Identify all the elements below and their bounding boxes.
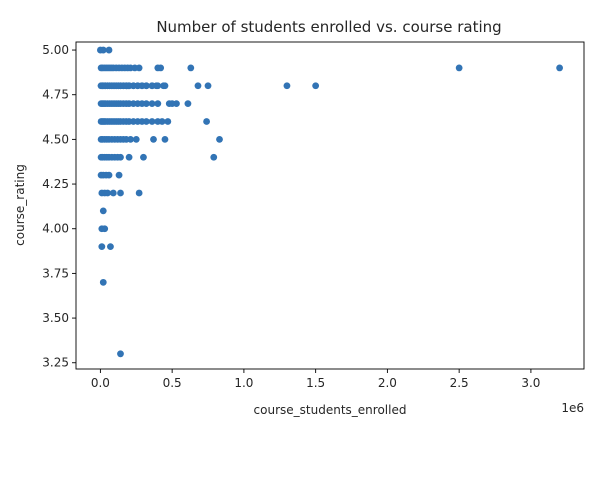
data-point — [154, 100, 162, 108]
x-axis-label: course_students_enrolled — [254, 403, 407, 417]
x-tick-label: 1.5 — [306, 376, 325, 390]
y-tick-label: 4.75 — [42, 88, 69, 102]
x-tick-label: 0.0 — [91, 376, 110, 390]
data-point — [142, 118, 150, 125]
data-point — [117, 153, 124, 161]
data-point — [157, 64, 165, 72]
data-point — [105, 171, 113, 179]
data-point — [115, 171, 123, 179]
data-point — [117, 189, 124, 197]
data-point — [99, 207, 107, 215]
data-point — [148, 118, 156, 125]
data-point — [135, 189, 143, 197]
data-point — [158, 118, 166, 125]
data-point — [142, 100, 150, 108]
data-point — [150, 135, 157, 143]
x-tick-label: 2.0 — [378, 376, 397, 390]
data-point — [125, 153, 133, 161]
x-tick-label: 0.5 — [163, 376, 182, 390]
y-tick-label: 4.50 — [42, 132, 69, 146]
data-points — [97, 46, 563, 358]
data-point — [455, 64, 463, 72]
plot-area-frame — [75, 41, 585, 370]
y-tick-label: 3.50 — [42, 311, 69, 325]
data-point — [105, 46, 113, 54]
data-point — [184, 100, 192, 108]
data-point — [148, 100, 156, 108]
data-point — [140, 153, 147, 161]
data-point — [210, 153, 218, 161]
data-point — [312, 82, 320, 90]
chart-title: Number of students enrolled vs. course r… — [156, 18, 501, 36]
data-point — [127, 135, 134, 143]
y-axis-label: course_rating — [13, 164, 27, 246]
data-point — [132, 135, 140, 143]
y-tick-label: 4.25 — [42, 177, 69, 191]
x-axis-ticks: 0.0 0.5 1.0 1.5 2.0 2.5 3.0 — [91, 369, 540, 390]
data-point — [154, 82, 162, 90]
data-point — [556, 64, 563, 72]
x-axis-offset-label: 1e6 — [561, 401, 584, 415]
data-point — [101, 225, 109, 233]
y-tick-label: 4.00 — [42, 222, 69, 236]
x-tick-label: 1.0 — [234, 376, 253, 390]
data-point — [109, 189, 117, 197]
data-point — [104, 189, 111, 197]
x-tick-label: 2.5 — [450, 376, 469, 390]
data-point — [135, 64, 143, 72]
data-point — [142, 82, 150, 90]
data-point — [117, 350, 124, 358]
data-point — [148, 82, 156, 90]
y-tick-label: 3.75 — [42, 266, 69, 280]
x-tick-label: 3.0 — [521, 376, 540, 390]
data-point — [173, 100, 180, 108]
data-point — [204, 82, 212, 90]
data-point — [164, 118, 172, 125]
y-tick-label: 3.25 — [42, 356, 69, 370]
data-point — [283, 82, 291, 90]
data-point — [194, 82, 202, 90]
data-point — [161, 135, 169, 143]
y-tick-label: 5.00 — [42, 43, 69, 57]
data-point — [161, 82, 169, 90]
data-point — [203, 118, 210, 125]
data-point — [216, 135, 223, 143]
data-point — [99, 278, 107, 286]
y-axis-ticks: 3.25 3.50 3.75 4.00 4.25 4.50 4.75 5.00 — [42, 43, 76, 370]
data-point — [187, 64, 195, 72]
data-point — [99, 46, 107, 54]
data-point — [98, 243, 106, 251]
data-point — [107, 243, 114, 251]
